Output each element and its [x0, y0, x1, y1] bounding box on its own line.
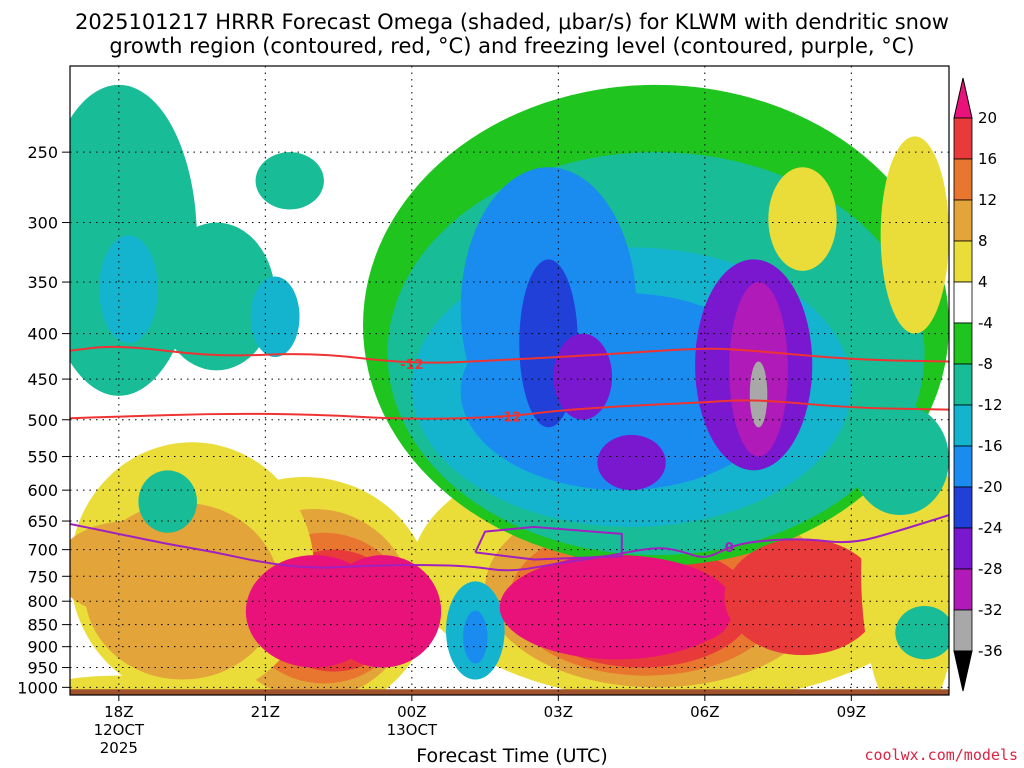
- colorbar-label: 12: [978, 191, 997, 209]
- x-tick-label: 13OCT: [387, 721, 438, 739]
- x-tick-label: 18Z: [104, 703, 133, 721]
- y-tick-label: 400: [27, 325, 58, 344]
- colorbar-bin: [953, 404, 973, 447]
- y-tick-label: 950: [27, 659, 58, 678]
- y-tick-label: 350: [27, 273, 58, 292]
- omega-shade-region: [250, 276, 300, 358]
- colorbar-bin: [953, 322, 973, 365]
- y-tick-label: 800: [27, 592, 58, 611]
- y-tick-label: 900: [27, 638, 58, 657]
- omega-shade-region: [768, 167, 837, 271]
- colorbar-label: -16: [978, 437, 1003, 455]
- x-tick-label: 12OCT: [94, 721, 145, 739]
- omega-shade-region: [138, 470, 197, 533]
- omega-shading: [41, 0, 949, 695]
- credit-link[interactable]: coolwx.com/models: [864, 746, 1018, 764]
- colorbar-bin: [953, 240, 973, 283]
- chart-title-line2: growth region (contoured, red, °C) and f…: [109, 34, 915, 58]
- colorbar-label: -20: [978, 478, 1003, 496]
- omega-shade-region: [851, 404, 949, 516]
- y-tick-label: 850: [27, 616, 58, 635]
- isotherm-contour: [70, 514, 949, 572]
- colorbar-bin: [953, 609, 973, 652]
- colorbar-bin: [953, 158, 973, 201]
- colorbar-bin: [953, 486, 973, 529]
- x-tick-label: 00Z: [397, 703, 426, 721]
- isotherm-label: -12: [400, 358, 424, 373]
- x-tick-label: 21Z: [251, 703, 280, 721]
- y-tick-label: 650: [27, 512, 58, 531]
- omega-shade-region: [323, 555, 442, 668]
- omega-shade-region: [463, 610, 488, 664]
- omega-shade-region: [895, 606, 949, 660]
- colorbar-label: -24: [978, 519, 1003, 537]
- colorbar-label: -4: [978, 314, 993, 332]
- x-tick-label: 09Z: [837, 703, 866, 721]
- y-tick-label: 450: [27, 370, 58, 389]
- isotherm-label: -12: [498, 411, 522, 426]
- colorbar-top-arrow: [953, 77, 973, 119]
- y-tick-label: 550: [27, 448, 58, 467]
- colorbar-bin: [953, 199, 973, 242]
- omega-colorbar: 20 16 12 8 4 -4 -8 -12 -16 -20 -24 -28 -32 -36: [953, 77, 1003, 692]
- colorbar-label: 16: [978, 150, 997, 168]
- colorbar-label: -32: [978, 601, 1003, 619]
- omega-shade-region: [880, 136, 949, 334]
- y-tick-label: 1000: [17, 678, 58, 697]
- pressure-axis: 250 300 350 400 450 500 550 600 650 700 750 800 850 9…: [17, 143, 70, 697]
- omega-shade-region: [99, 235, 158, 344]
- y-tick-label: 600: [27, 481, 58, 500]
- y-tick-label: 700: [27, 541, 58, 560]
- colorbar-bin: [953, 568, 973, 611]
- colorbar-label: -28: [978, 560, 1003, 578]
- omega-shade-region: [255, 152, 324, 210]
- x-tick-label: 03Z: [544, 703, 573, 721]
- colorbar-label: 4: [978, 273, 988, 291]
- colorbar-label: -8: [978, 355, 993, 373]
- x-tick-label: 2025: [100, 739, 138, 757]
- omega-shade-region: [724, 538, 881, 656]
- omega-shade-region: [597, 434, 666, 491]
- colorbar-label: -12: [978, 396, 1003, 414]
- chart-title-line1: 2025101217 HRRR Forecast Omega (shaded, …: [75, 10, 949, 34]
- y-tick-label: 250: [27, 143, 58, 162]
- y-tick-label: 300: [27, 214, 58, 233]
- colorbar-bin: [953, 117, 973, 160]
- y-tick-label: 500: [27, 411, 58, 430]
- colorbar-label: 20: [978, 109, 997, 127]
- isotherm-contour: [70, 399, 949, 420]
- omega-shade-region: [41, 0, 100, 25]
- freezing-level-loop: [474, 525, 623, 561]
- omega-shade-region: [612, 591, 730, 647]
- colorbar-bin: [953, 363, 973, 406]
- isotherm-label: 0: [725, 541, 734, 556]
- ground-surface-band: [70, 689, 949, 695]
- x-tick-label: 06Z: [690, 703, 719, 721]
- isotherm-contour: [70, 345, 949, 364]
- omega-shade-region: [118, 591, 217, 672]
- colorbar-bottom-arrow: [953, 650, 973, 692]
- pressure-grid: [70, 66, 949, 695]
- x-axis-title: Forecast Time (UTC): [416, 745, 608, 767]
- colorbar-bin: [953, 281, 973, 324]
- temperature-contours: -12 -12 0: [70, 345, 949, 572]
- colorbar-bin: [953, 527, 973, 570]
- colorbar-bin: [953, 445, 973, 488]
- y-tick-label: 750: [27, 567, 58, 586]
- colorbar-label: 8: [978, 232, 988, 250]
- colorbar-label: -36: [978, 642, 1003, 660]
- plot-frame: [69, 65, 950, 696]
- omega-shade-region: [749, 361, 768, 428]
